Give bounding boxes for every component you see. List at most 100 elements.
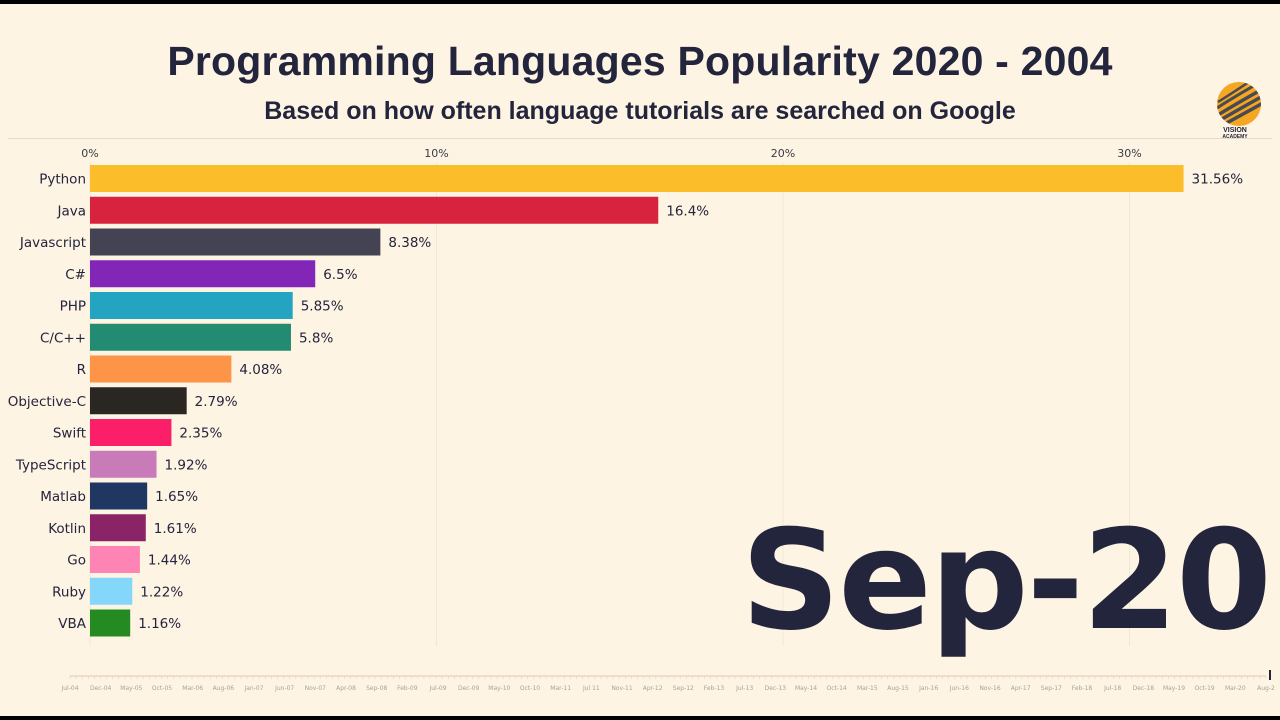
current-date-label: Sep-20 [740,500,1272,661]
timeline-label: Jan-07 [243,685,263,692]
timeline-label: Oct-10 [520,685,540,692]
x-tick-label: 20% [771,147,795,160]
value-label: 16.4% [666,203,709,219]
timeline-label: Feb-09 [397,685,418,692]
bar-javascript [90,228,381,256]
value-label: 1.92% [165,457,208,473]
timeline-label: Jul-18 [1103,685,1121,692]
bar-matlab [90,482,148,510]
timeline-label: Dec-04 [90,685,112,692]
timeline-label: Dec-13 [765,685,787,692]
category-label: C# [65,267,86,283]
bar-php [90,292,293,319]
timeline-label: Sep-12 [673,685,694,692]
category-label: C/C++ [40,330,86,346]
timeline-label: May-14 [795,685,817,692]
bar-c- [90,260,316,288]
category-label: Python [39,172,86,188]
category-label: Matlab [40,489,86,505]
value-label: 4.08% [239,362,282,378]
x-tick-label: 10% [424,147,448,160]
category-label: VBA [58,616,86,632]
logo-text-line1: VISION [1223,127,1247,134]
timeline-label: Nov-11 [611,685,633,692]
bar-kotlin [90,514,146,542]
value-label: 8.38% [388,235,431,251]
x-tick-label: 0% [81,147,98,160]
category-label: Java [56,203,86,219]
value-label: 1.16% [138,616,181,632]
value-label: 31.56% [1192,172,1244,188]
timeline-label: Apr-08 [336,685,356,692]
chart-canvas: Programming Languages Popularity 2020 - … [0,4,1280,716]
bar-typescript [90,450,157,478]
timeline-label: Jan-16 [918,685,938,692]
value-label: 2.79% [195,394,238,410]
category-label: Javascript [19,235,86,251]
timeline-label: Mar-15 [857,685,878,692]
logo-globe-icon [1217,82,1261,126]
timeline-label: Aug-06 [213,685,235,692]
timeline-label: Sep-08 [366,685,387,692]
timeline-label: Jul-09 [428,685,446,692]
timeline-label: Mar-20 [1225,685,1246,692]
timeline-label: May-05 [120,685,142,692]
timeline-label: Oct-05 [152,685,172,692]
timeline-label: Apr-12 [643,685,663,692]
timeline-label: Mar-11 [550,685,571,692]
bar-c-c- [90,323,291,351]
timeline-label: Dec-09 [458,685,480,692]
timeline-label: Sep-17 [1041,685,1062,692]
bar-objective-c [90,387,187,415]
timeline-label: Jul-13 [735,685,753,692]
header-divider [8,138,1272,139]
bar-swift [90,419,172,446]
value-label: 5.85% [301,299,344,315]
timeline-label: Feb-13 [704,685,725,692]
value-label: 1.22% [140,584,183,600]
chart-title: Programming Languages Popularity 2020 - … [167,38,1113,84]
timeline-label: Jul 11 [582,685,600,692]
timeline-label: Nov-16 [979,685,1001,692]
bars: Python 31.56% Java 16.4% Javascript 8.38% C# 6.… [8,165,1244,637]
bar-vba [90,609,131,637]
timeline-label: Feb-18 [1072,685,1093,692]
vision-academy-logo: VISION ACADEMY [1212,80,1272,142]
value-label: 1.44% [148,553,191,569]
category-label: Ruby [52,584,86,600]
category-label: Kotlin [48,521,86,537]
timeline-label: Jun-07 [274,685,294,692]
timeline-label: Nov-07 [305,685,327,692]
value-label: 5.8% [299,330,333,346]
bar-chart: 0% 10% 20% 30% Python 31.56% Java 16.4% Javascr… [8,147,1275,692]
value-label: 2.35% [179,426,222,442]
timeline-label: Mar-06 [182,685,203,692]
category-label: Go [67,553,86,569]
category-label: TypeScript [15,457,86,473]
category-label: Swift [53,426,86,442]
chart-subtitle: Based on how often language tutorials ar… [264,97,1016,125]
bar-r [90,355,232,383]
value-label: 1.61% [154,521,197,537]
category-label: R [77,362,86,378]
timeline-label: Aug-15 [887,685,909,692]
x-axis-ticks: 0% 10% 20% 30% [81,147,1141,160]
logo-text: VISION ACADEMY [1212,127,1258,140]
bar-java [90,196,659,224]
timeline-label: May-19 [1163,685,1185,692]
value-label: 6.5% [323,267,357,283]
timeline-label: Jun-16 [949,685,969,692]
category-label: PHP [60,299,86,315]
timeline-label: Oct-14 [827,685,847,692]
bar-python [90,165,1184,192]
timeline-label: Apr-17 [1011,685,1031,692]
timeline-label: Oct-19 [1195,685,1215,692]
timeline-label: Dec-18 [1133,685,1155,692]
value-label: 1.65% [155,489,198,505]
category-label: Objective-C [8,394,86,410]
timeline-label: Aug-2 [1257,685,1275,692]
timeline-label: May-10 [488,685,510,692]
timeline: Jul-04 Dec-04 May-05 Oct-05 Mar-06 Aug-06 Jan-… [60,670,1275,692]
bar-ruby [90,577,133,605]
